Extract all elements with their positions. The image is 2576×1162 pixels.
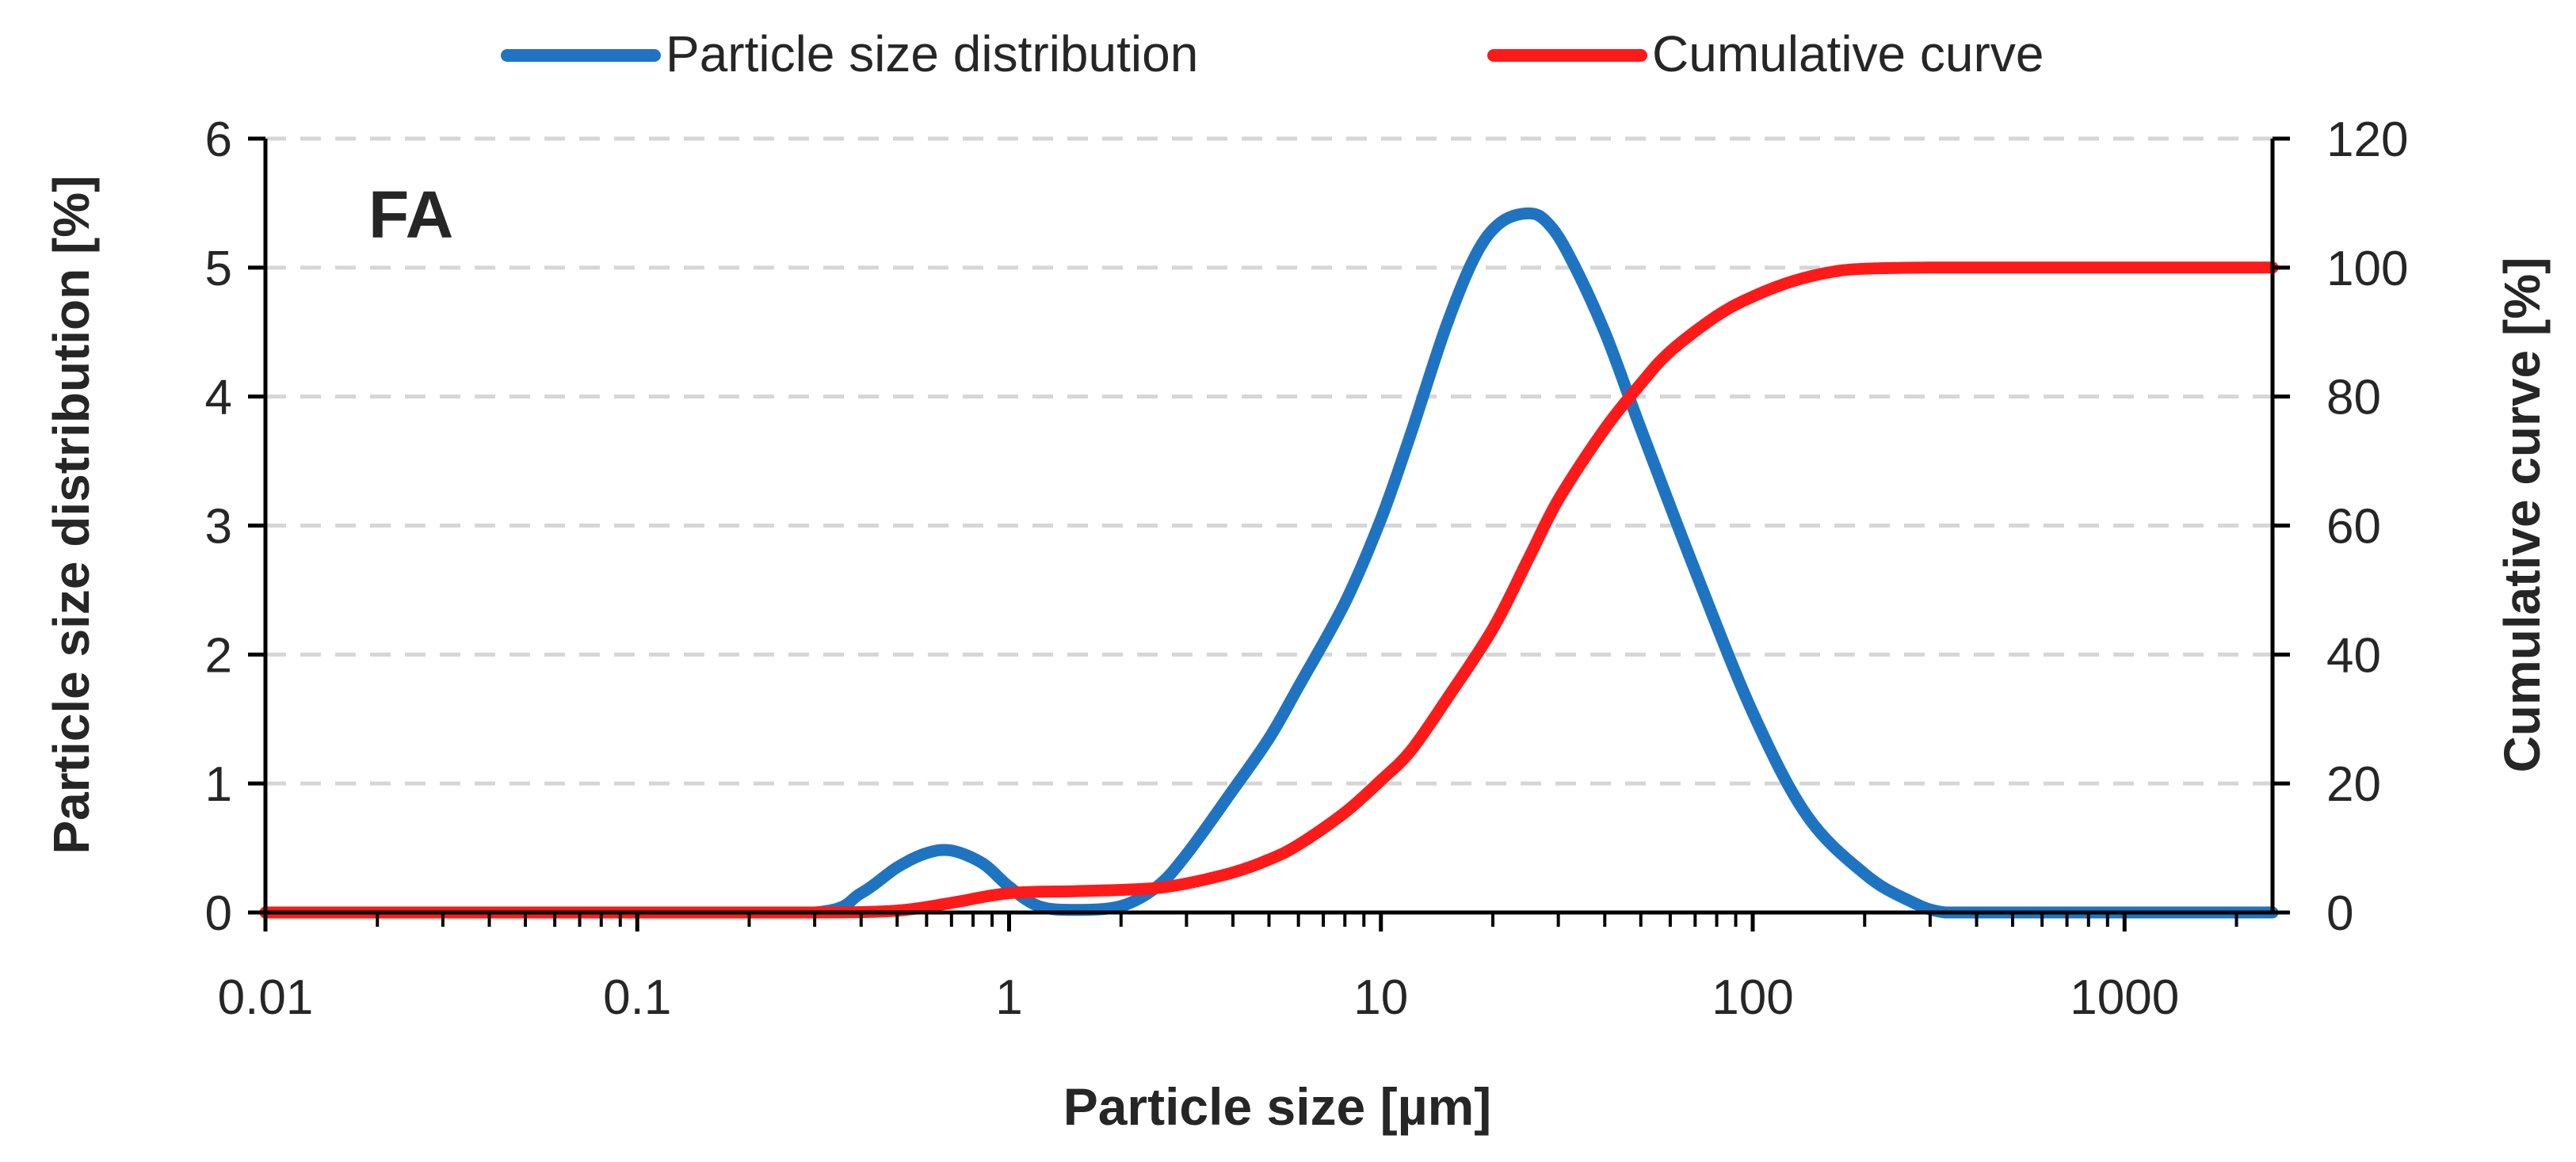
y-right-tick-label: 60 xyxy=(2326,500,2381,554)
panel-label: FA xyxy=(368,177,453,252)
gridlines xyxy=(265,136,2273,786)
x-tick-label: 10 xyxy=(1353,970,1408,1025)
labels: FA Particle size [µm] Particle size dist… xyxy=(43,112,2551,1136)
y-right-tick-label: 40 xyxy=(2326,628,2381,683)
x-tick-label: 0.01 xyxy=(218,970,314,1025)
y-left-tick-label: 1 xyxy=(205,757,232,812)
legend: Particle size distribution Cumulative cu… xyxy=(501,25,2044,82)
series-layer xyxy=(259,207,2279,919)
series-line-particle-size-distribution xyxy=(259,207,2279,919)
x-tick-label: 0.1 xyxy=(603,970,671,1025)
y-left-tick-label: 4 xyxy=(205,371,232,425)
y-left-axis-title: Particle size distribution [%] xyxy=(43,175,100,854)
x-tick-label: 100 xyxy=(1712,970,1793,1025)
y-right-tick-label: 20 xyxy=(2326,757,2381,812)
x-tick-label: 1 xyxy=(995,970,1022,1025)
y-left-tick-label: 0 xyxy=(205,886,232,941)
y-right-tick-label: 0 xyxy=(2326,886,2353,941)
y-left-tick-label: 6 xyxy=(205,112,232,167)
x-axis-title: Particle size [µm] xyxy=(1063,1077,1492,1136)
legend-label-particle-size-distribution: Particle size distribution xyxy=(666,25,1198,82)
y-right-tick-label: 120 xyxy=(2326,112,2408,167)
axes xyxy=(248,136,2290,932)
y-right-tick-label: 100 xyxy=(2326,242,2408,296)
y-right-axis-title: Cumulative curve [%] xyxy=(2494,257,2551,773)
y-right-tick-label: 80 xyxy=(2326,371,2381,425)
y-left-tick-label: 3 xyxy=(205,500,232,554)
series-line-cumulative-curve xyxy=(259,261,2279,919)
legend-label-cumulative-curve: Cumulative curve xyxy=(1652,25,2044,82)
y-left-tick-label: 2 xyxy=(205,628,232,683)
y-left-tick-label: 5 xyxy=(205,242,232,296)
x-tick-label: 1000 xyxy=(2070,970,2179,1025)
